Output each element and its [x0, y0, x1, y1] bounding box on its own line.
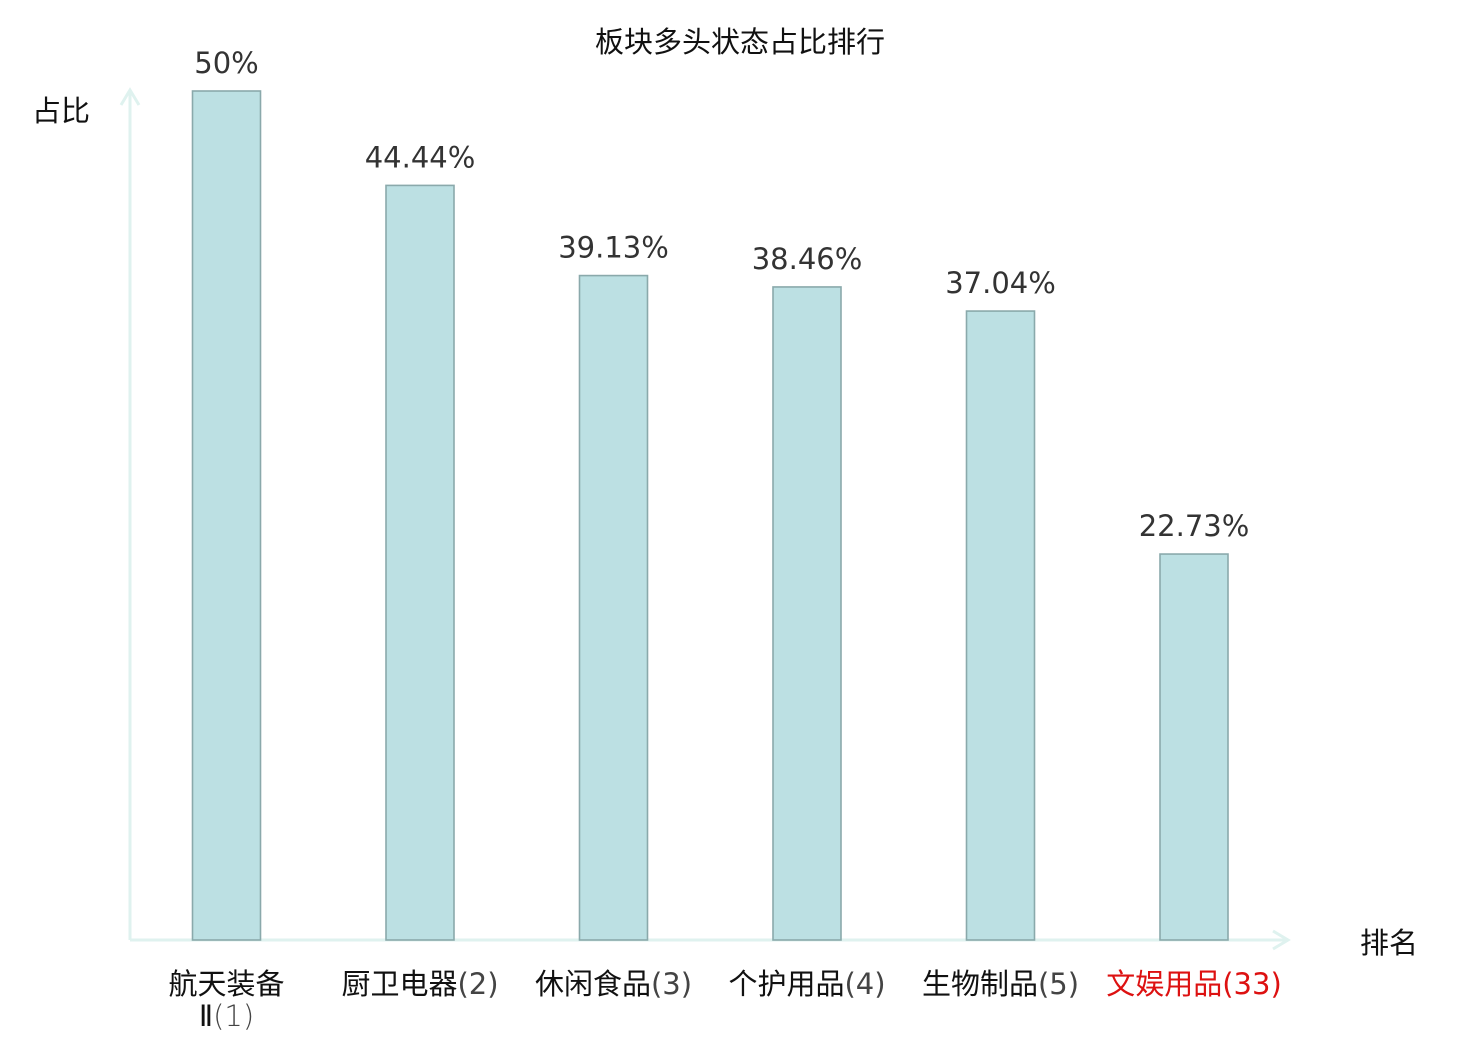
category-name: 生物制品 [922, 967, 1038, 1001]
category-name: 航天装备 [168, 967, 284, 1001]
y-axis-arrow [119, 87, 141, 106]
value-labels-group: 50% 44.44% 39.13% 38.46% 37.04% 22.73% [194, 46, 1249, 543]
bar [772, 286, 842, 941]
category-label: 休闲食品(3) [535, 967, 692, 1001]
bar [965, 310, 1036, 941]
category-name: 厨卫电器 [341, 967, 457, 1001]
value-label: 50% [194, 46, 258, 80]
y-axis-label: 占比 [32, 94, 90, 128]
x-axis-arrow [1272, 929, 1291, 951]
value-label: 22.73% [1139, 509, 1250, 543]
value-label: 38.46% [752, 242, 863, 276]
category-name: 文娱用品 [1106, 967, 1222, 1001]
category-rank: (4) [844, 967, 885, 1001]
category-rank: (5) [1038, 967, 1079, 1001]
value-label: 39.13% [558, 231, 669, 265]
bar [1159, 553, 1229, 941]
category-rank: (3) [651, 967, 692, 1001]
category-rank: (33) [1222, 967, 1282, 1001]
value-label: 37.04% [945, 266, 1056, 300]
category-label: 厨卫电器(2) [341, 967, 498, 1001]
bars-group [191, 90, 1229, 941]
category-label: 个护用品(4) [728, 967, 885, 1001]
bar [385, 184, 455, 941]
category-label: 文娱用品(33) [1106, 967, 1282, 1001]
category-rank: (1) [213, 999, 254, 1033]
category-rank: (2) [457, 967, 498, 1001]
value-label: 44.44% [365, 140, 476, 174]
category-name-cont: Ⅱ [199, 999, 213, 1033]
category-name: 个护用品 [728, 967, 844, 1001]
bar [191, 90, 262, 941]
category-name: 休闲食品 [535, 967, 651, 1001]
x-axis-label: 排名 [1360, 926, 1418, 960]
category-label: 航天装备 Ⅱ(1) [168, 967, 284, 1033]
axes [119, 87, 1291, 951]
chart-title: 板块多头状态占比排行 [595, 25, 885, 59]
category-label: 生物制品(5) [922, 967, 1079, 1001]
bar [578, 274, 649, 941]
category-labels-group: 航天装备 Ⅱ(1) 厨卫电器(2) 休闲食品(3) 个护用品(4) 生物制品(5) 文娱用品… [168, 967, 1281, 1033]
